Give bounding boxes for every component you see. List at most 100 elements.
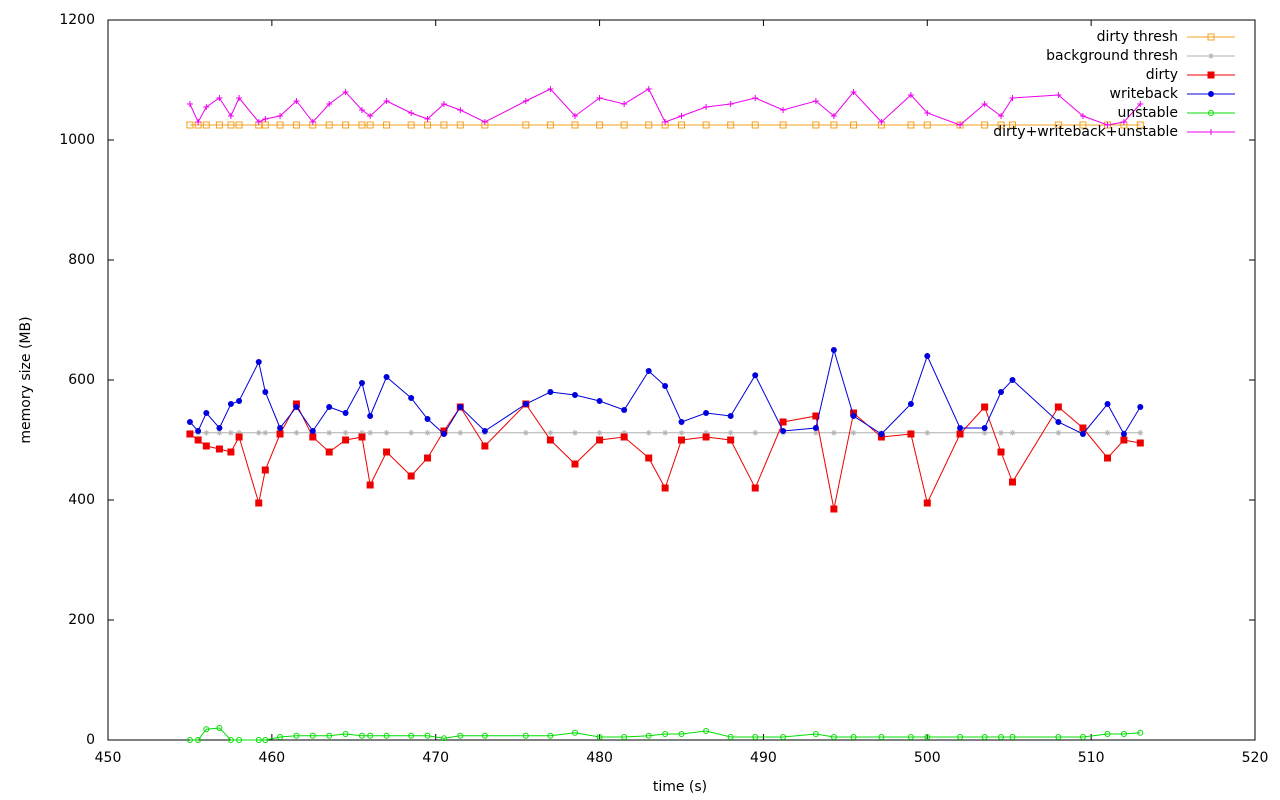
marker <box>779 121 787 129</box>
y-tick-label: 800 <box>68 252 95 268</box>
marker <box>878 119 885 125</box>
marker <box>202 442 210 450</box>
marker <box>924 110 931 116</box>
marker <box>277 425 284 431</box>
marker <box>216 95 223 101</box>
marker <box>277 734 284 740</box>
marker <box>981 403 989 411</box>
marker <box>621 407 628 413</box>
marker <box>752 95 759 101</box>
marker <box>1104 429 1111 436</box>
marker <box>752 429 759 436</box>
x-tick-label: 480 <box>586 750 613 766</box>
marker <box>998 429 1005 436</box>
marker <box>481 428 488 434</box>
marker <box>546 436 554 444</box>
marker <box>522 732 529 739</box>
marker <box>850 89 857 95</box>
marker <box>367 732 374 739</box>
y-tick-label: 400 <box>68 492 95 508</box>
marker <box>255 359 262 365</box>
marker <box>620 433 628 441</box>
marker <box>547 389 554 395</box>
marker <box>424 732 431 739</box>
marker <box>309 732 316 739</box>
marker <box>702 433 710 441</box>
marker <box>522 401 529 407</box>
marker <box>780 107 787 113</box>
marker <box>645 86 652 92</box>
marker <box>812 425 819 431</box>
marker <box>571 729 578 736</box>
marker <box>293 98 300 104</box>
x-tick-label: 490 <box>750 750 777 766</box>
legend-label: dirty <box>1146 67 1178 83</box>
marker <box>571 392 578 398</box>
marker <box>546 121 554 129</box>
marker <box>620 121 628 129</box>
marker <box>830 121 838 129</box>
marker <box>309 433 317 441</box>
marker <box>227 121 235 129</box>
marker <box>596 734 603 740</box>
marker <box>1055 419 1062 425</box>
marker <box>830 113 837 119</box>
marker <box>547 429 554 436</box>
marker <box>1137 429 1144 436</box>
marker <box>326 732 333 739</box>
legend-label: dirty thresh <box>1097 29 1178 45</box>
marker <box>662 383 669 389</box>
marker <box>186 121 194 129</box>
marker <box>215 445 223 453</box>
marker <box>850 121 858 129</box>
marker <box>850 429 857 436</box>
marker <box>547 732 554 739</box>
marker <box>596 436 604 444</box>
marker <box>358 107 365 113</box>
marker <box>662 429 669 436</box>
marker <box>342 731 349 737</box>
marker <box>293 732 300 739</box>
marker <box>309 119 316 125</box>
marker <box>878 431 885 437</box>
marker <box>812 98 819 104</box>
marker <box>383 448 391 456</box>
marker <box>924 734 931 740</box>
marker <box>1055 429 1062 436</box>
marker <box>981 101 988 107</box>
marker <box>1079 424 1087 432</box>
y-tick-label: 0 <box>86 732 95 748</box>
marker <box>1079 734 1086 740</box>
marker <box>358 732 365 739</box>
marker <box>1104 731 1111 737</box>
marker <box>195 428 202 434</box>
marker <box>457 732 464 739</box>
marker <box>408 429 415 436</box>
marker <box>424 429 431 436</box>
marker <box>358 380 365 386</box>
marker <box>255 737 262 743</box>
marker <box>596 398 603 404</box>
marker <box>203 410 210 416</box>
marker <box>923 121 931 129</box>
y-tick-label: 1200 <box>59 12 95 28</box>
marker <box>727 101 734 107</box>
marker <box>752 734 759 740</box>
marker <box>1008 478 1016 486</box>
marker <box>383 98 390 104</box>
marker <box>1054 403 1062 411</box>
marker <box>325 448 333 456</box>
marker <box>367 413 374 419</box>
marker <box>440 735 447 742</box>
marker <box>326 429 333 436</box>
legend-marker <box>1208 91 1214 97</box>
marker <box>262 389 269 395</box>
marker <box>981 734 988 740</box>
marker <box>678 429 685 436</box>
y-tick-label: 600 <box>68 372 95 388</box>
marker <box>325 121 333 129</box>
legend-label: writeback <box>1110 86 1179 102</box>
marker <box>293 429 300 436</box>
legend-marker <box>1207 71 1215 79</box>
marker <box>202 121 210 129</box>
